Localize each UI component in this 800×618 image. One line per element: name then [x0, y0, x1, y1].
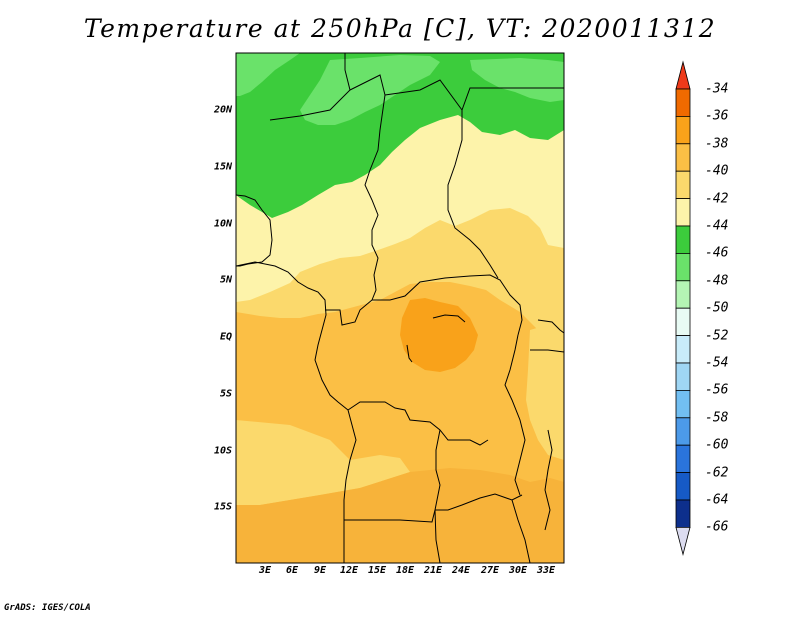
colorbar-segment [675, 143, 691, 172]
colorbar-top-triangle [675, 60, 691, 90]
colorbar-segment [675, 389, 691, 419]
lat-label: 15S [213, 501, 232, 513]
temperature-field [236, 53, 564, 563]
colorbar-label: -48 [705, 273, 729, 289]
fill-gold-southwest [236, 420, 410, 505]
colorbar-segment [675, 252, 691, 282]
colorbar-segment [675, 417, 691, 446]
lat-label: 5N [219, 274, 232, 286]
lon-label: 12E [339, 565, 359, 576]
lon-label: 33E [536, 565, 556, 576]
colorbar-label: -64 [705, 492, 729, 508]
colorbar-segment [675, 444, 691, 474]
colorbar-segment [675, 116, 691, 145]
colorbar-label: -42 [705, 191, 729, 207]
fill-lightgreen-northeast [470, 58, 564, 102]
colorbar-label: -58 [705, 410, 729, 426]
colorbar-label: -36 [705, 108, 729, 124]
colorbar-segment [675, 499, 691, 528]
colorbar [675, 60, 691, 556]
colorbar-segment [675, 88, 691, 117]
credit-text: GrADS: IGES/COLA [4, 603, 91, 613]
lon-label: 30E [508, 565, 528, 576]
fill-lightgreen-central [300, 55, 440, 125]
lon-label: 27E [480, 565, 500, 576]
lon-label: 3E [258, 565, 272, 576]
colorbar-segment [675, 362, 691, 391]
lat-label: 10S [213, 445, 232, 457]
colorbar-segment [675, 280, 691, 309]
lat-label: 10N [213, 218, 232, 230]
colorbar-label: -52 [705, 328, 729, 344]
map-frame [235, 52, 565, 564]
lon-label: 6E [285, 565, 299, 576]
colorbar-label: -44 [705, 218, 729, 234]
colorbar-label: -54 [705, 355, 729, 371]
fill-lightgreen-northwest [236, 53, 300, 96]
colorbar-segment [675, 335, 691, 364]
lat-label: 15N [213, 161, 232, 173]
map-title: Temperature at 250hPa [C], VT: 202001131… [83, 14, 717, 43]
fill-orange-south [236, 468, 564, 563]
lon-label: 18E [395, 565, 415, 576]
lon-label: 21E [423, 565, 443, 576]
lon-label: 15E [367, 565, 387, 576]
colorbar-label: -46 [705, 245, 729, 261]
colorbar-segment [675, 170, 691, 199]
colorbar-label: -38 [705, 136, 729, 152]
fill-gold-east [526, 320, 564, 460]
colorbar-segment [675, 472, 691, 501]
colorbar-label: -50 [705, 300, 729, 316]
lat-label: 20N [213, 104, 232, 116]
colorbar-label: -56 [705, 382, 729, 398]
colorbar-segment [675, 307, 691, 337]
colorbar-label: -40 [705, 163, 729, 179]
lon-label: 9E [313, 565, 327, 576]
lat-label: EQ [219, 331, 232, 343]
colorbar-segment [675, 198, 691, 227]
colorbar-bottom-triangle [675, 527, 691, 556]
lat-label: 5S [219, 388, 232, 400]
colorbar-label: -62 [705, 465, 729, 481]
colorbar-label: -34 [705, 81, 729, 97]
lon-label: 24E [451, 565, 471, 576]
colorbar-label: -66 [705, 519, 729, 535]
colorbar-segment [675, 225, 691, 254]
country-borders [236, 53, 564, 563]
colorbar-label: -60 [705, 437, 729, 453]
